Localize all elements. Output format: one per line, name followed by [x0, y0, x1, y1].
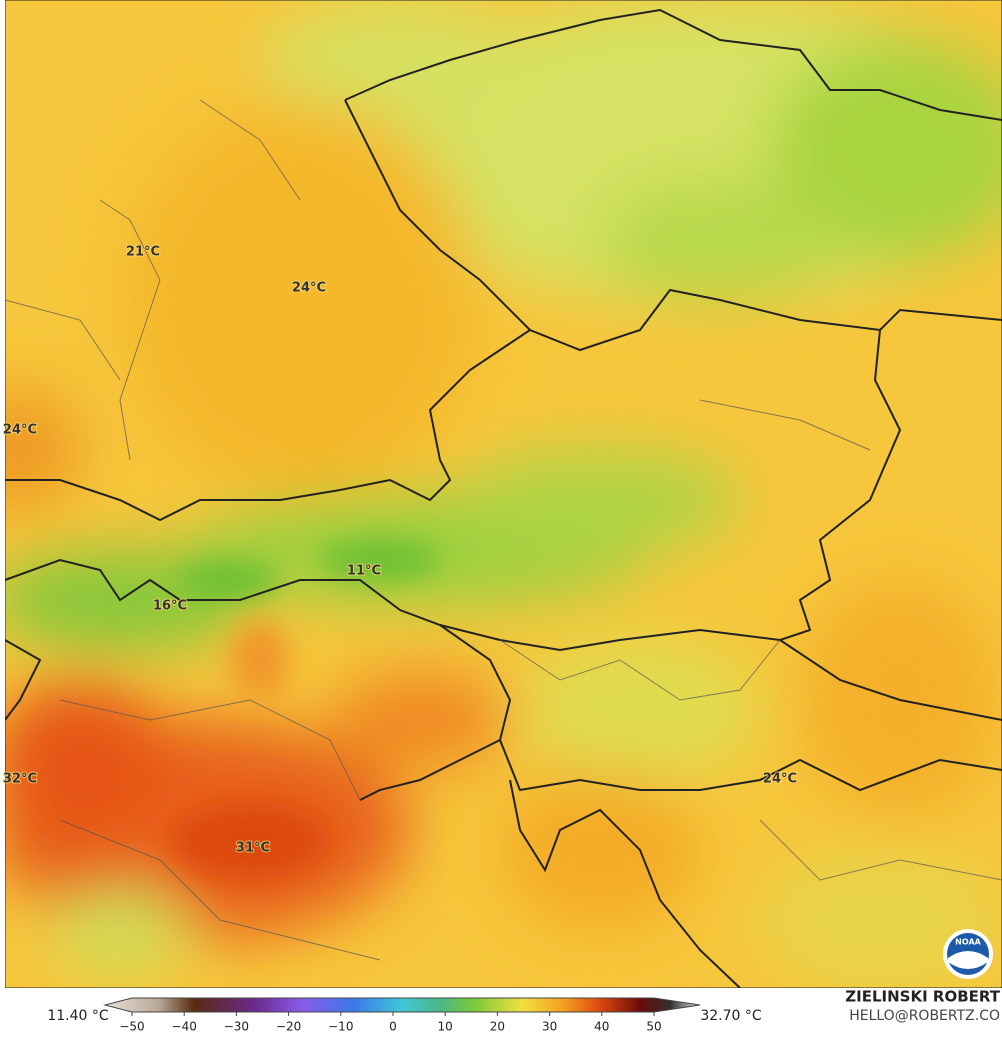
- colorbar-tick-label: −40: [172, 1020, 197, 1034]
- colorbar-min: 11.40 °C: [47, 1008, 109, 1024]
- borders: [5, 8, 1002, 988]
- colorbar-tick-label: 0: [389, 1020, 397, 1034]
- colorbar-max: 32.70 °C: [700, 1008, 762, 1024]
- colorbar: 11.40 °C 32.70 °C −50 −40 −30 −20 −10 0 10 20 30…: [47, 997, 762, 1034]
- colorbar-tick-label: −10: [328, 1020, 353, 1034]
- colorbar-tick-label: 40: [594, 1020, 609, 1034]
- colorbar-tick-label: 10: [438, 1020, 453, 1034]
- map-field: [5, 0, 1002, 988]
- colorbar-tick-label: −50: [119, 1020, 144, 1034]
- temperature-label: 24°C: [3, 423, 37, 438]
- temperature-label: 24°C: [292, 281, 326, 296]
- colorbar-scale: [103, 997, 701, 1013]
- logo-text: NOAA: [955, 938, 981, 947]
- temperature-label: 11°C: [347, 564, 381, 579]
- colorbar-tick-label: 20: [490, 1020, 505, 1034]
- colorbar-tick-label: 50: [646, 1020, 661, 1034]
- regions: [5, 99, 1002, 961]
- noaa-logo: NOAA: [943, 929, 993, 979]
- temperature-label: 24°C: [763, 772, 797, 787]
- colorbar-tick-label: −30: [224, 1020, 249, 1034]
- temperature-labels: 21°C 24°C 24°C 11°C 16°C 32°C 31°C 24°C: [2, 244, 798, 857]
- temperature-label: 32°C: [3, 772, 37, 787]
- colorbar-tick-label: 30: [542, 1020, 557, 1034]
- credit-name: ZIELINSKI ROBERT: [845, 988, 1000, 1006]
- temperature-label: 31°C: [236, 841, 270, 856]
- credit-contact: HELLO@ROBERTZ.CO: [849, 1008, 1000, 1024]
- colorbar-tick-label: −20: [276, 1020, 301, 1034]
- temperature-label: 16°C: [153, 599, 187, 614]
- temperature-label: 21°C: [126, 245, 160, 260]
